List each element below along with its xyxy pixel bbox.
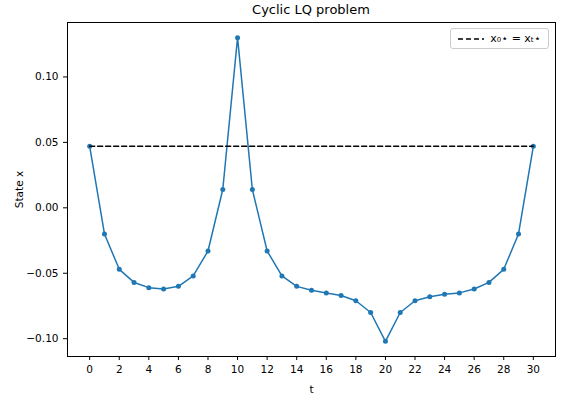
svg-text:0.10: 0.10 (35, 70, 58, 82)
svg-text:0: 0 (86, 363, 93, 375)
svg-text:0.05: 0.05 (35, 136, 58, 148)
svg-text:24: 24 (438, 363, 452, 375)
svg-text:6: 6 (175, 363, 182, 375)
svg-text:20: 20 (379, 363, 392, 375)
svg-text:22: 22 (408, 363, 421, 375)
svg-text:−0.10: −0.10 (26, 332, 58, 344)
html-text:Cyclic LQ problem: Cyclic LQ problem (252, 2, 370, 17)
svg-text:10: 10 (231, 363, 244, 375)
html-text:x₀⋆ = xₜ⋆: x₀⋆ = xₜ⋆ (490, 32, 541, 45)
svg-text:4: 4 (145, 363, 152, 375)
svg-text:t: t (309, 383, 313, 395)
svg-text:8: 8 (205, 363, 212, 375)
svg-text:18: 18 (349, 363, 362, 375)
svg-text:−0.05: −0.05 (26, 267, 58, 279)
svg-text:28: 28 (497, 363, 510, 375)
svg-text:30: 30 (527, 363, 540, 375)
svg-text:16: 16 (320, 363, 334, 375)
svg-text:State x: State x (13, 171, 25, 208)
svg-text:26: 26 (467, 363, 481, 375)
svg-text:2: 2 (116, 363, 123, 375)
svg-text:12: 12 (260, 363, 273, 375)
svg-text:0.00: 0.00 (35, 201, 58, 213)
svg-text:14: 14 (290, 363, 304, 375)
